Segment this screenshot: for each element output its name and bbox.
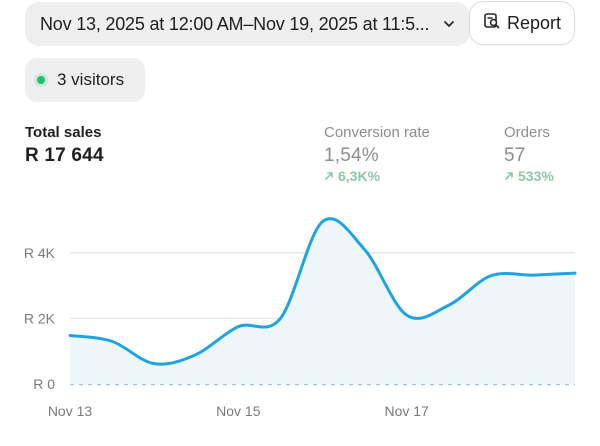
metric-value: R 17 644 xyxy=(25,145,104,166)
live-visitors-badge[interactable]: 3 visitors xyxy=(25,58,145,102)
sales-line xyxy=(68,217,577,366)
chevron-down-icon xyxy=(442,17,456,31)
date-range-selector[interactable]: Nov 13, 2025 at 12:00 AM–Nov 19, 2025 at… xyxy=(25,2,470,46)
arrow-up-right-icon xyxy=(504,168,514,184)
sales-area xyxy=(70,218,575,384)
metric-total-sales[interactable]: Total sales R 17 644 xyxy=(25,124,104,168)
sales-chart[interactable]: R 0 R 2K R 4K Nov 13 Nov 15 Nov 17 xyxy=(0,190,600,446)
report-button[interactable]: Report xyxy=(469,1,575,45)
visitors-label: 3 visitors xyxy=(57,70,125,89)
x-tick-label: Nov 17 xyxy=(384,403,429,419)
date-range-text: Nov 13, 2025 at 12:00 AM–Nov 19, 2025 at… xyxy=(40,13,430,34)
metric-value: 57 xyxy=(504,145,526,166)
arrow-up-right-icon xyxy=(324,168,334,184)
metric-change-value: 533% xyxy=(518,168,554,184)
metric-change-value: 6,3K% xyxy=(338,168,381,184)
metric-conversion-rate[interactable]: Conversion rate 1,54% 6,3K% xyxy=(324,124,430,184)
x-tick-label: Nov 13 xyxy=(48,403,93,419)
y-tick-label: R 2K xyxy=(24,310,56,326)
report-label: Report xyxy=(506,12,562,33)
metric-title: Orders xyxy=(504,124,550,141)
metric-title: Conversion rate xyxy=(324,124,430,141)
live-status-dot xyxy=(37,76,45,84)
metric-title: Total sales xyxy=(25,124,102,141)
x-tick-label: Nov 15 xyxy=(216,403,261,419)
metric-change: 6,3K% xyxy=(324,168,430,184)
metric-orders[interactable]: Orders 57 533% xyxy=(504,124,554,184)
metric-value: 1,54% xyxy=(324,145,379,166)
y-tick-label: R 4K xyxy=(24,245,56,261)
metric-change: 533% xyxy=(504,168,554,184)
chart-ticks: R 0 R 2K R 4K Nov 13 Nov 15 Nov 17 xyxy=(24,245,429,419)
y-tick-label: R 0 xyxy=(33,376,55,392)
report-search-icon xyxy=(483,12,501,35)
